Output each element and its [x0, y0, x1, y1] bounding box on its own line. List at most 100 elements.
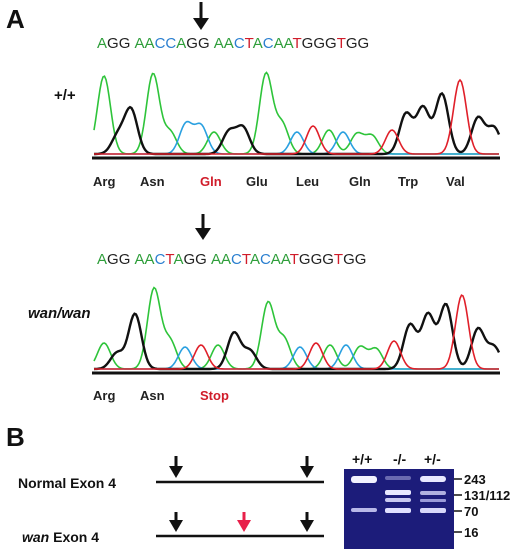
amino-acid-label: Trp — [398, 174, 418, 189]
base-letter: A — [271, 251, 281, 268]
normal-exon-label: Normal Exon 4 — [18, 475, 116, 491]
gel-size-131-112: 131/112 — [464, 488, 510, 503]
base-letter: A — [211, 251, 221, 268]
gel-band — [385, 508, 411, 513]
base-letter: A — [97, 35, 107, 52]
base-letter: A — [250, 251, 260, 268]
base-letter: T — [334, 251, 343, 268]
gel-band — [420, 476, 446, 482]
trace-a — [93, 71, 499, 155]
wt-amino-acids: Arg Asn Gln Glu Leu Gln Trp Val — [93, 174, 465, 189]
base-letter: T — [290, 251, 299, 268]
base-letter: C — [231, 251, 242, 268]
gel-size-70: 70 — [464, 504, 478, 519]
amino-acid-label: Arg — [93, 388, 115, 403]
gel-lane-label-wt: +/+ — [352, 451, 372, 467]
wt-arrow — [193, 2, 209, 30]
base-letter: G — [313, 35, 325, 52]
base-letter: T — [337, 35, 346, 52]
base-letter: C — [165, 35, 176, 52]
wt-chromatogram — [93, 71, 501, 156]
gel-band — [420, 499, 446, 502]
gel-band — [385, 490, 411, 495]
base-letter: T — [242, 251, 251, 268]
gel-size-16: 16 — [464, 525, 478, 540]
trace-g — [94, 91, 501, 156]
mut-sequence: AGG AACTAGG AACTACAATGGGTGG — [97, 251, 366, 268]
base-letter: A — [173, 251, 183, 268]
base-letter: A — [145, 251, 155, 268]
base-letter: A — [214, 35, 224, 52]
base-letter: C — [155, 251, 166, 268]
gel-band — [420, 508, 446, 513]
gel-band — [385, 498, 411, 502]
gel-band — [351, 508, 377, 512]
base-letter: A — [284, 35, 294, 52]
gel-band — [420, 491, 446, 495]
normal-site-arrow-left — [169, 456, 183, 478]
base-letter: A — [274, 35, 284, 52]
amino-acid-label: Leu — [296, 174, 319, 189]
base-letter: A — [281, 251, 291, 268]
panel-a-label: A — [6, 4, 25, 34]
mut-arrow — [195, 214, 211, 240]
gel-lane-label-het: +/- — [424, 451, 441, 467]
amino-acid-label: Val — [446, 174, 465, 189]
base-letter: A — [97, 251, 107, 268]
gel-size-243: 243 — [464, 472, 486, 487]
amino-acid-label: Asn — [140, 174, 165, 189]
amino-acid-label: Glu — [246, 174, 268, 189]
base-letter: G — [346, 35, 358, 52]
base-letter: G — [358, 35, 370, 52]
base-letter: A — [221, 251, 231, 268]
base-letter: T — [165, 251, 174, 268]
wan-exon-label: wan Exon 4 — [22, 529, 99, 545]
mut-chromatogram — [93, 286, 501, 371]
base-letter: G — [322, 251, 334, 268]
wt-sequence: AGG AACCAGG AACTACAATGGGTGG — [97, 35, 369, 52]
trace-t — [94, 78, 499, 155]
base-letter: A — [135, 251, 145, 268]
trace-t — [94, 294, 499, 370]
base-letter: G — [119, 35, 131, 52]
trace-c — [94, 120, 499, 155]
normal-site-arrow-right — [300, 456, 314, 478]
base-letter: G — [107, 251, 119, 268]
base-letter: A — [253, 35, 263, 52]
base-letter: A — [176, 35, 186, 52]
base-letter: G — [343, 251, 355, 268]
base-letter: T — [293, 35, 302, 52]
base-letter: G — [325, 35, 337, 52]
amino-acid-label: Arg — [93, 174, 115, 189]
panel-b-label: B — [6, 422, 25, 452]
base-letter: G — [119, 251, 131, 268]
amino-acid-label: Asn — [140, 388, 165, 403]
base-letter: C — [260, 251, 271, 268]
trace-g — [93, 302, 501, 371]
wan-new-site-arrow — [237, 512, 251, 532]
gel-band — [351, 476, 377, 483]
amino-acid-label: Gln — [349, 174, 371, 189]
wan-site-arrow-left — [169, 512, 183, 532]
base-letter: C — [234, 35, 245, 52]
trace-a — [93, 286, 499, 370]
base-letter: T — [245, 35, 254, 52]
base-letter: C — [155, 35, 166, 52]
base-letter: G — [198, 35, 210, 52]
base-letter: A — [135, 35, 145, 52]
mut-amino-acids: Arg Asn Stop — [93, 388, 229, 403]
base-letter: G — [183, 251, 195, 268]
amino-acid-label: Gln — [200, 174, 222, 189]
base-letter: G — [311, 251, 323, 268]
base-letter: A — [145, 35, 155, 52]
base-letter: G — [355, 251, 367, 268]
base-letter: G — [186, 35, 198, 52]
wan-site-arrow-right — [300, 512, 314, 532]
gel-band — [385, 476, 411, 480]
base-letter: A — [224, 35, 234, 52]
mut-genotype-label: wan/wan — [28, 305, 91, 322]
base-letter: G — [107, 35, 119, 52]
base-letter: G — [195, 251, 207, 268]
wt-genotype-label: +/+ — [54, 87, 76, 104]
